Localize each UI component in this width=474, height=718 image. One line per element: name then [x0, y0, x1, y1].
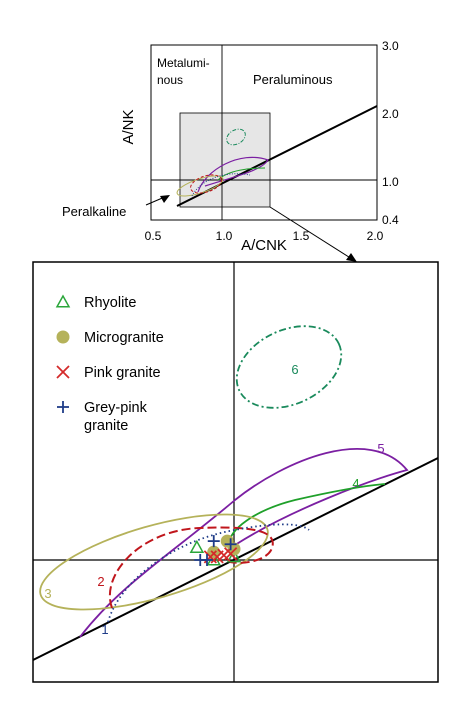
legend-marker-plus [57, 401, 69, 413]
top-chart: A/NK A/CNK 0.5 1.0 1.5 2.0 3.0 2.0 1.0 0… [62, 39, 399, 262]
ellipse-label-4: 4 [352, 476, 359, 491]
top-y-tick-label: 0.4 [382, 213, 399, 227]
legend: Rhyolite Microgranite Pink granite Grey-pin… [55, 294, 164, 434]
legend-label: Pink granite [84, 365, 161, 381]
top-x-tick-label: 1.0 [216, 229, 233, 243]
bottom-points [189, 534, 242, 566]
data-point-triangle [226, 549, 242, 563]
bottom-chart: 1 2 3 4 5 6 Rhyolite Microgranite Pink gra… [32, 261, 439, 683]
top-y-tick-label: 3.0 [382, 39, 399, 53]
top-ellipse-6 [226, 128, 246, 146]
top-x-tick-label: 2.0 [367, 229, 384, 243]
region-label-peralkaline: Peralkaline [62, 204, 126, 219]
legend-label: Rhyolite [84, 295, 136, 311]
ellipse-labels: 1 2 3 4 5 6 [44, 362, 384, 637]
ellipse-1 [107, 523, 310, 623]
zoom-arrow-head [346, 253, 357, 262]
top-y-tick-label: 2.0 [382, 107, 399, 121]
ellipse-label-6: 6 [291, 362, 298, 377]
data-point-triangle [189, 539, 205, 553]
top-y-tick-label: 1.0 [382, 175, 399, 189]
data-point-plus [207, 535, 220, 548]
data-point-circle [207, 545, 221, 559]
region-label-metaluminous: nous [157, 73, 183, 87]
legend-label: Microgranite [84, 330, 164, 346]
top-x-axis-label: A/CNK [241, 237, 287, 254]
top-ellipse-5 [197, 156, 269, 193]
top-ellipses [176, 128, 269, 197]
legend-marker-triangle [55, 294, 71, 308]
top-ellipse-1 [191, 173, 251, 197]
data-point-plus [224, 538, 237, 551]
legend-marker-circle [56, 330, 70, 344]
zoom-arrow [269, 206, 353, 260]
peralkaline-arrow-head [160, 195, 170, 203]
ellipse-4 [228, 483, 386, 546]
top-x-tick-label: 1.5 [293, 229, 310, 243]
bottom-ellipses [39, 325, 409, 638]
ellipse-label-2: 2 [97, 574, 104, 589]
ellipse-6 [235, 325, 343, 409]
ellipse-3 [39, 513, 269, 611]
data-point-x [223, 547, 238, 561]
data-point-plus [201, 554, 213, 566]
region-label-peraluminous: Peraluminous [253, 72, 333, 87]
top-y-axis-label: A/NK [120, 109, 137, 144]
legend-label: Grey-pink granite [84, 400, 148, 434]
ellipse-label-5: 5 [377, 441, 384, 456]
legend-marker-x [56, 365, 70, 379]
ellipse-2 [109, 526, 274, 609]
top-ellipse-2 [190, 174, 222, 194]
ellipse-5 [79, 447, 409, 638]
bottom-plot-frame [32, 261, 439, 683]
ellipse-label-3: 3 [44, 586, 51, 601]
region-label-metaluminous: Metalumi- [157, 56, 210, 70]
ellipse-label-1: 1 [101, 622, 108, 637]
top-x-tick-label: 0.5 [145, 229, 162, 243]
